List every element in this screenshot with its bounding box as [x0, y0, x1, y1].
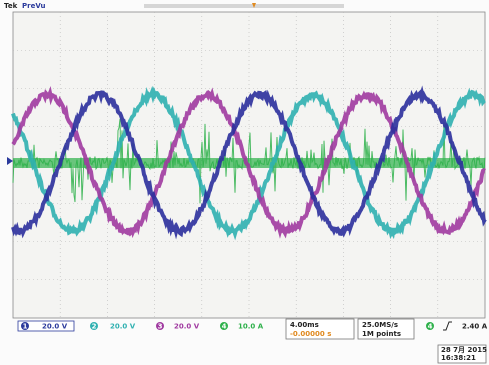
trigger-source: 4: [428, 323, 433, 331]
channel-scale: 20.0 V: [110, 323, 136, 331]
record-bar: [144, 4, 344, 8]
scope-screen: Tek PreVu 1 20.0 V 2 20.0 V 3 20.0 V 4 1…: [0, 0, 489, 365]
time: 16:38:21: [441, 354, 476, 362]
mode: PreVu: [22, 2, 45, 10]
trigger-level: 2.40 A: [462, 323, 488, 331]
timebase-position: -0.00000 s: [290, 330, 331, 338]
timebase-scale: 4.00ms: [290, 321, 319, 329]
channel-number: 4: [222, 323, 227, 331]
channel-scale: 20.0 V: [42, 323, 68, 331]
record-length: 1M points: [362, 330, 401, 338]
channel-scale: 20.0 V: [174, 323, 200, 331]
channel-number: 2: [92, 323, 97, 331]
channel-number: 1: [23, 323, 28, 331]
sample-rate: 25.0MS/s: [362, 321, 398, 329]
brand: Tek: [4, 2, 18, 10]
channel-scale: 10.0 A: [238, 323, 264, 331]
date: 28 7月 2015: [441, 346, 487, 354]
channel-number: 3: [158, 323, 163, 331]
